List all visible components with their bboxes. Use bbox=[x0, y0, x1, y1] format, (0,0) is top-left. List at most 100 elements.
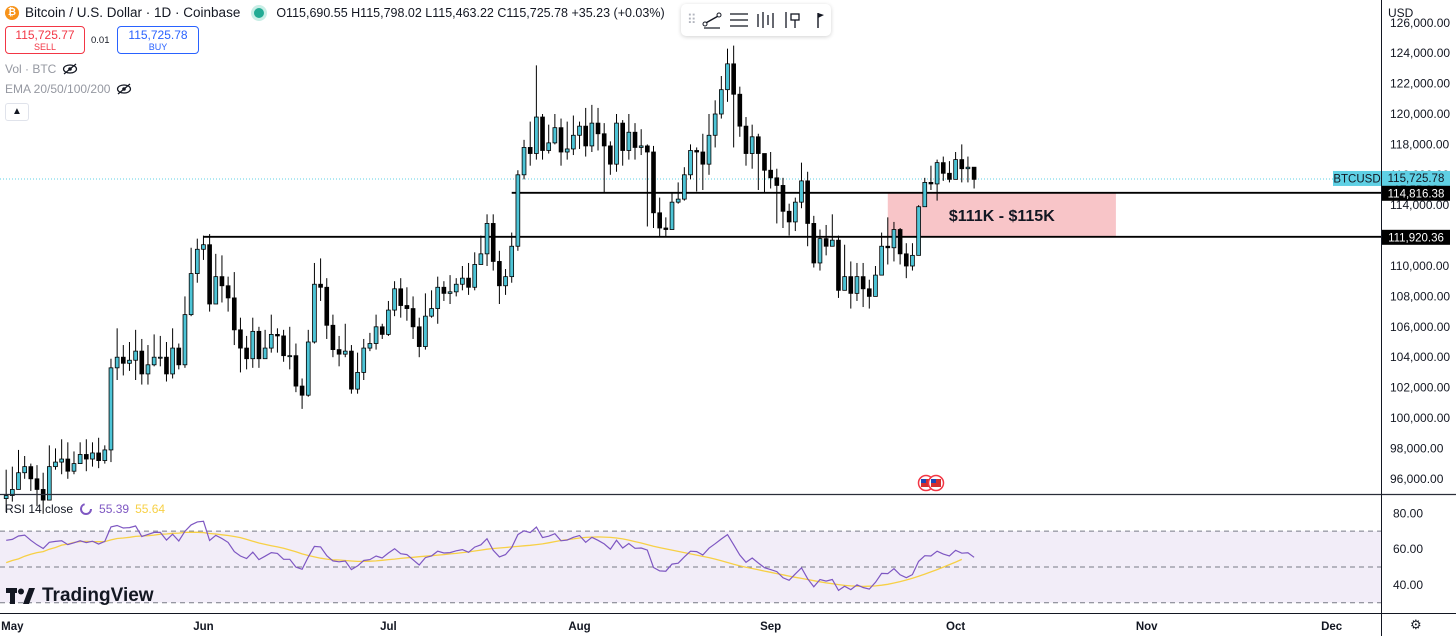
candle[interactable] bbox=[515, 170, 521, 251]
candle[interactable] bbox=[472, 252, 478, 291]
candle[interactable] bbox=[429, 290, 434, 318]
candle[interactable] bbox=[47, 445, 52, 501]
candle[interactable] bbox=[16, 449, 21, 490]
candle[interactable] bbox=[318, 258, 323, 301]
candle[interactable] bbox=[84, 439, 89, 472]
candle[interactable] bbox=[416, 317, 422, 358]
candle[interactable] bbox=[77, 442, 83, 465]
candle[interactable] bbox=[139, 338, 145, 385]
candle[interactable] bbox=[225, 276, 231, 312]
candle[interactable] bbox=[484, 214, 490, 266]
candle[interactable] bbox=[509, 232, 515, 283]
candle[interactable] bbox=[916, 205, 921, 256]
candle[interactable] bbox=[120, 345, 126, 376]
candle[interactable] bbox=[817, 229, 823, 271]
candle[interactable] bbox=[53, 448, 58, 470]
candle[interactable] bbox=[312, 262, 317, 344]
candle[interactable] bbox=[336, 335, 342, 367]
candle[interactable] bbox=[854, 262, 860, 301]
candle[interactable] bbox=[614, 114, 619, 172]
candle[interactable] bbox=[287, 326, 293, 370]
candle[interactable] bbox=[176, 343, 182, 370]
candle[interactable] bbox=[231, 272, 237, 346]
candle[interactable] bbox=[959, 144, 965, 183]
candle[interactable] bbox=[349, 345, 354, 394]
candle[interactable] bbox=[59, 439, 64, 475]
symbol-title[interactable]: Bitcoin / U.S. Dollar · 1D · Coinbase bbox=[25, 5, 241, 20]
candle[interactable] bbox=[780, 177, 786, 228]
candle[interactable] bbox=[762, 153, 767, 194]
candle[interactable] bbox=[749, 124, 755, 169]
candle[interactable] bbox=[792, 197, 798, 232]
candle[interactable] bbox=[620, 120, 625, 166]
candle[interactable] bbox=[145, 345, 151, 385]
us-event-icon[interactable] bbox=[927, 474, 945, 492]
candle[interactable] bbox=[441, 281, 447, 301]
grip-icon[interactable]: ⠿ bbox=[687, 12, 696, 27]
candle[interactable] bbox=[694, 147, 699, 192]
candle[interactable] bbox=[275, 328, 280, 353]
candle[interactable] bbox=[157, 335, 163, 367]
candle[interactable] bbox=[700, 133, 706, 190]
candle[interactable] bbox=[460, 266, 465, 291]
fib-retracement-icon[interactable] bbox=[728, 7, 750, 33]
candle[interactable] bbox=[90, 442, 95, 467]
candle[interactable] bbox=[170, 328, 175, 379]
volume-indicator-row[interactable]: Vol · BTC bbox=[5, 62, 78, 76]
candle[interactable] bbox=[299, 378, 305, 409]
candle[interactable] bbox=[953, 152, 958, 180]
candle[interactable] bbox=[330, 314, 336, 358]
candle[interactable] bbox=[447, 275, 453, 304]
candle[interactable] bbox=[663, 217, 669, 238]
candle[interactable] bbox=[786, 203, 792, 236]
candle[interactable] bbox=[737, 86, 743, 137]
candle[interactable] bbox=[324, 278, 330, 339]
candle[interactable] bbox=[719, 76, 724, 119]
candle[interactable] bbox=[657, 197, 662, 238]
candle[interactable] bbox=[934, 159, 940, 201]
candle[interactable] bbox=[268, 314, 274, 353]
candle[interactable] bbox=[71, 451, 77, 475]
candle[interactable] bbox=[503, 269, 508, 295]
candle[interactable] bbox=[558, 118, 564, 166]
candle[interactable] bbox=[410, 296, 416, 339]
candle[interactable] bbox=[873, 266, 878, 297]
candle[interactable] bbox=[435, 276, 441, 324]
candle[interactable] bbox=[490, 214, 496, 271]
candle[interactable] bbox=[244, 335, 249, 370]
candle[interactable] bbox=[194, 238, 200, 283]
currency-selector[interactable]: USD bbox=[1388, 6, 1414, 20]
candle[interactable] bbox=[571, 115, 576, 156]
candle[interactable] bbox=[10, 466, 15, 502]
candle[interactable] bbox=[725, 48, 730, 102]
candle[interactable] bbox=[238, 317, 243, 373]
candle[interactable] bbox=[262, 329, 268, 360]
rsi-title[interactable]: RSI 14 close bbox=[5, 502, 74, 516]
candle[interactable] bbox=[731, 45, 736, 148]
candle[interactable] bbox=[256, 326, 262, 368]
candle[interactable] bbox=[361, 338, 367, 380]
candle[interactable] bbox=[885, 217, 891, 265]
candle[interactable] bbox=[398, 278, 404, 318]
candle[interactable] bbox=[28, 463, 34, 491]
candle[interactable] bbox=[342, 323, 348, 358]
parallel-channel-icon[interactable] bbox=[755, 7, 777, 33]
candle[interactable] bbox=[540, 114, 545, 160]
gear-icon[interactable]: ⚙ bbox=[1410, 617, 1422, 632]
hidden-eye-icon[interactable] bbox=[62, 63, 78, 75]
candle[interactable] bbox=[527, 121, 533, 166]
candle[interactable] bbox=[404, 287, 410, 321]
candle[interactable] bbox=[836, 235, 841, 298]
candle[interactable] bbox=[706, 114, 712, 175]
candle[interactable] bbox=[102, 445, 108, 464]
candle[interactable] bbox=[601, 123, 607, 194]
candle[interactable] bbox=[466, 262, 471, 295]
candle[interactable] bbox=[534, 65, 539, 160]
candle[interactable] bbox=[521, 139, 527, 180]
candle[interactable] bbox=[373, 314, 379, 350]
ema-indicator-row[interactable]: EMA 20/50/100/200 bbox=[5, 82, 132, 96]
candle[interactable] bbox=[891, 221, 897, 262]
candle[interactable] bbox=[811, 215, 817, 268]
candle[interactable] bbox=[552, 114, 558, 145]
candle[interactable] bbox=[903, 243, 909, 279]
